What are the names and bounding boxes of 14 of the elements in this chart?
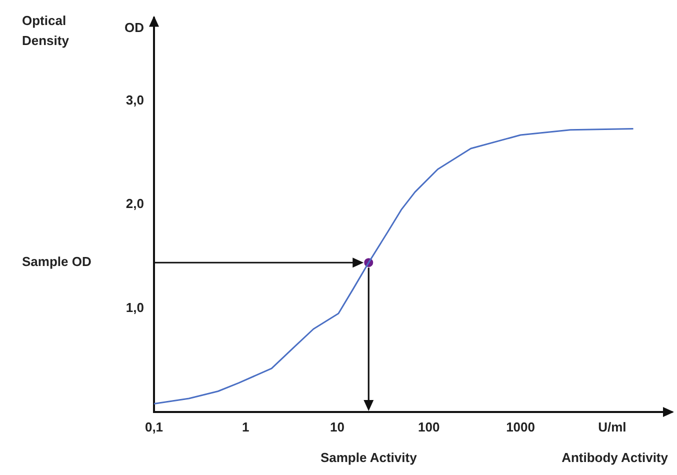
text: Sample Activity <box>320 450 418 466</box>
x-tick-label: 10 <box>330 419 344 434</box>
text: Sample OD <box>22 254 92 270</box>
y-tick-label: 1,0 <box>126 300 144 315</box>
x-tick-label: U/ml <box>598 419 626 434</box>
x-tick-label: 100 <box>418 419 440 434</box>
x-axis-title: Antibody Activity <box>562 450 669 466</box>
x-tick-label: 0,1 <box>144 419 164 434</box>
x-tick-label: 1 <box>242 419 250 434</box>
x-tick-label: 1000 <box>506 419 535 434</box>
y-tick-label: 3,0 <box>126 92 144 108</box>
y-tick-label: 2,0 <box>126 196 144 212</box>
y-axis-title: Optical Density <box>22 13 70 48</box>
y-tick-label: OD <box>124 20 144 35</box>
